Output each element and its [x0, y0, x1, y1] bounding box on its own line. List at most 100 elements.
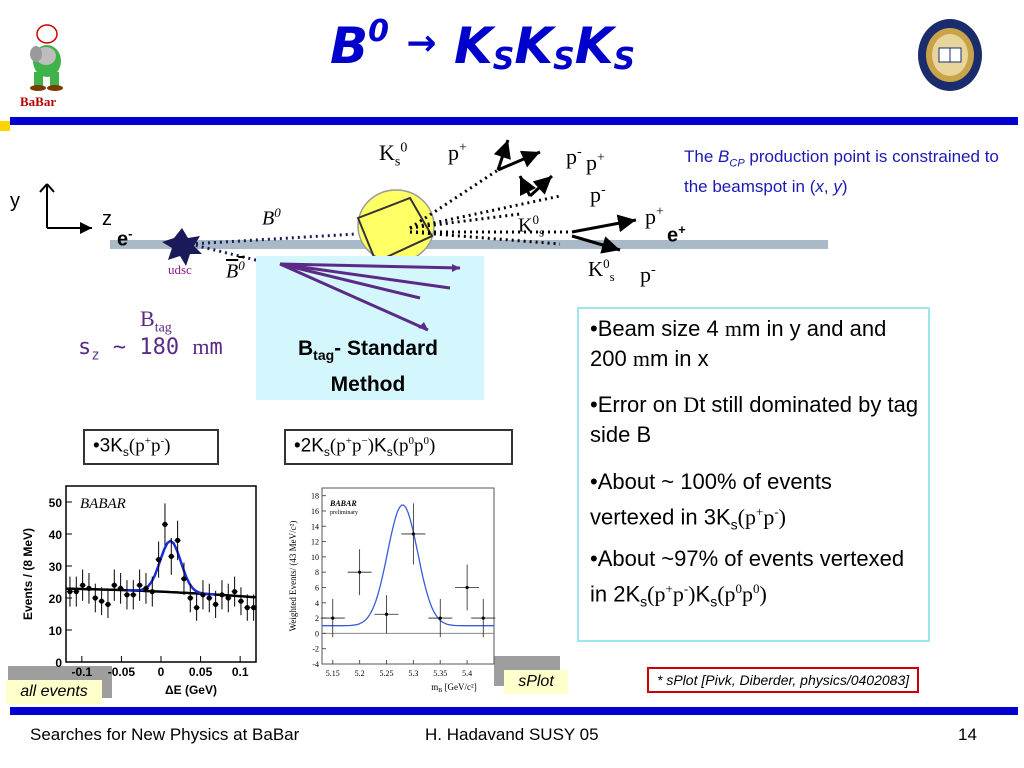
x-tick-label: -0.1 — [71, 665, 92, 679]
x-tick-label: 5.25 — [380, 669, 394, 678]
udsc-label: udsc — [168, 262, 192, 277]
data-point — [194, 605, 200, 611]
bullet-beam-size: •Beam size 4 mm in y and and 200 mm in x — [590, 316, 887, 371]
slide-title: B0 → KSKSKS — [330, 14, 636, 77]
data-point — [251, 605, 257, 611]
page-number: 14 — [958, 725, 977, 744]
data-point — [162, 521, 168, 527]
data-point — [118, 585, 124, 591]
data-point — [149, 589, 155, 595]
all-events-caption: all events — [6, 680, 102, 704]
x-tick-label: 5.2 — [355, 669, 365, 678]
data-point — [143, 585, 149, 591]
data-point — [244, 605, 250, 611]
babar-wordmark: BaBar — [20, 94, 57, 109]
btag-label: Btag — [140, 306, 172, 336]
data-point — [105, 601, 111, 607]
pi-plus-2-label: p+ — [586, 150, 605, 175]
y-axis-title: Events / (8 MeV) — [21, 528, 35, 620]
b0bar-label: B0 — [226, 258, 245, 283]
data-point — [67, 589, 73, 595]
y-tick-label: 50 — [49, 496, 63, 510]
ks-top-label: Ks0 — [379, 140, 408, 170]
ks-mid-label: K0s — [518, 212, 545, 240]
data-point — [411, 532, 415, 536]
z-axis-label: z — [102, 208, 112, 230]
data-point — [438, 616, 442, 620]
btag-method-text: Btag- Standard Method — [297, 337, 438, 397]
data-point — [200, 592, 206, 598]
data-point — [213, 601, 219, 607]
bullet-3ks-vertexed: •About ~ 100% of events vertexed in 3Ks(… — [590, 469, 832, 533]
y-tick-label: 2 — [315, 614, 319, 623]
x-tick-label: 5.3 — [408, 669, 418, 678]
x-axis-title: ΔE (GeV) — [165, 683, 217, 697]
footer-center: H. Hadavand SUSY 05 — [425, 725, 599, 744]
summary-box — [577, 307, 930, 642]
data-point — [80, 582, 86, 588]
y-axis-label: y — [10, 190, 20, 212]
data-point — [331, 616, 335, 620]
y-tick-label: 14 — [311, 522, 319, 531]
data-point — [156, 557, 162, 563]
y-tick-label: -4 — [312, 660, 319, 669]
x-tick-label: 0.1 — [232, 665, 249, 679]
data-point — [175, 537, 181, 543]
beam-pipe — [110, 240, 828, 249]
y-tick-label: 40 — [49, 528, 63, 542]
data-point — [384, 612, 389, 616]
pi-plus-1-label: p+ — [448, 140, 467, 165]
bottom-divider — [10, 707, 1018, 715]
x-tick-label: 5.35 — [433, 669, 447, 678]
y-axis-title: Weighted Events/ (43 MeV/c²) — [288, 521, 298, 632]
data-point — [232, 589, 238, 595]
bullet-error-dt: •Error on Dt still dominated by tag side… — [590, 392, 919, 447]
babar-logo: BaBar — [12, 6, 82, 114]
mode-3ks-box: •3Ks(p+p-) — [83, 429, 219, 465]
footer-left: Searches for New Physics at BaBar — [30, 725, 300, 744]
y-tick-label: 10 — [49, 624, 63, 638]
pi-minus-1-label: p- — [566, 144, 582, 169]
data-point — [99, 598, 105, 604]
elephant-icon — [30, 24, 63, 91]
b0-label: B0 — [262, 205, 281, 230]
corner-marker — [0, 121, 10, 131]
ks-bot-label: K0s — [588, 256, 615, 285]
pi-minus-2-label: p- — [590, 182, 606, 207]
data-point — [168, 553, 174, 559]
babar-watermark: BABAR — [329, 499, 357, 508]
x-tick-label: -0.05 — [108, 665, 136, 679]
x-tick-label: 5.15 — [326, 669, 340, 678]
delta-e-plot: 0 10 20 30 40 50 -0.1 -0.05 0 0.05 0.1 Events / (8 … — [21, 485, 257, 697]
mode-2ks-box: •2Ks(p+p−)Ks(p0p0) — [284, 429, 513, 465]
pi-minus-3-label: p- — [640, 262, 656, 287]
y-tick-label: 0 — [315, 629, 319, 638]
vertex-rotated-box — [356, 196, 434, 264]
university-seal — [917, 18, 983, 92]
data-point — [219, 592, 225, 598]
data-point — [358, 570, 362, 574]
plot-frame — [321, 487, 495, 665]
data-point — [238, 598, 244, 604]
data-point — [181, 576, 187, 582]
data-point — [187, 595, 193, 601]
collision-star-icon — [162, 228, 202, 266]
bullet-2ks-vertexed: •About ~97% of events vertexed in 2Ks(p+… — [590, 546, 905, 610]
data-point — [465, 585, 469, 590]
y-tick-label: 10 — [311, 553, 319, 562]
arrow-glyph: → — [406, 23, 437, 64]
data-point — [130, 592, 136, 598]
y-tick-label: 0 — [55, 656, 62, 670]
data-point — [137, 582, 143, 588]
splot-mb-plot: -4 -2 0 2 4 6 8 10 12 14 16 18 5.15 5.2 5.25 5.3 5.35 5.4… — [288, 487, 496, 694]
data-point — [206, 595, 212, 601]
pi-plus-3-label: p+ — [645, 204, 664, 229]
data-point — [124, 592, 130, 598]
sigma-z-label: sz ~ 180 mm — [78, 334, 223, 364]
x-tick-label: 0 — [158, 665, 165, 679]
data-point — [481, 616, 485, 620]
btag-tracks — [279, 262, 461, 332]
y-tick-label: 30 — [49, 560, 63, 574]
top-divider — [10, 117, 1018, 125]
x-axis-title: mB [GeV/c²] — [431, 682, 476, 694]
